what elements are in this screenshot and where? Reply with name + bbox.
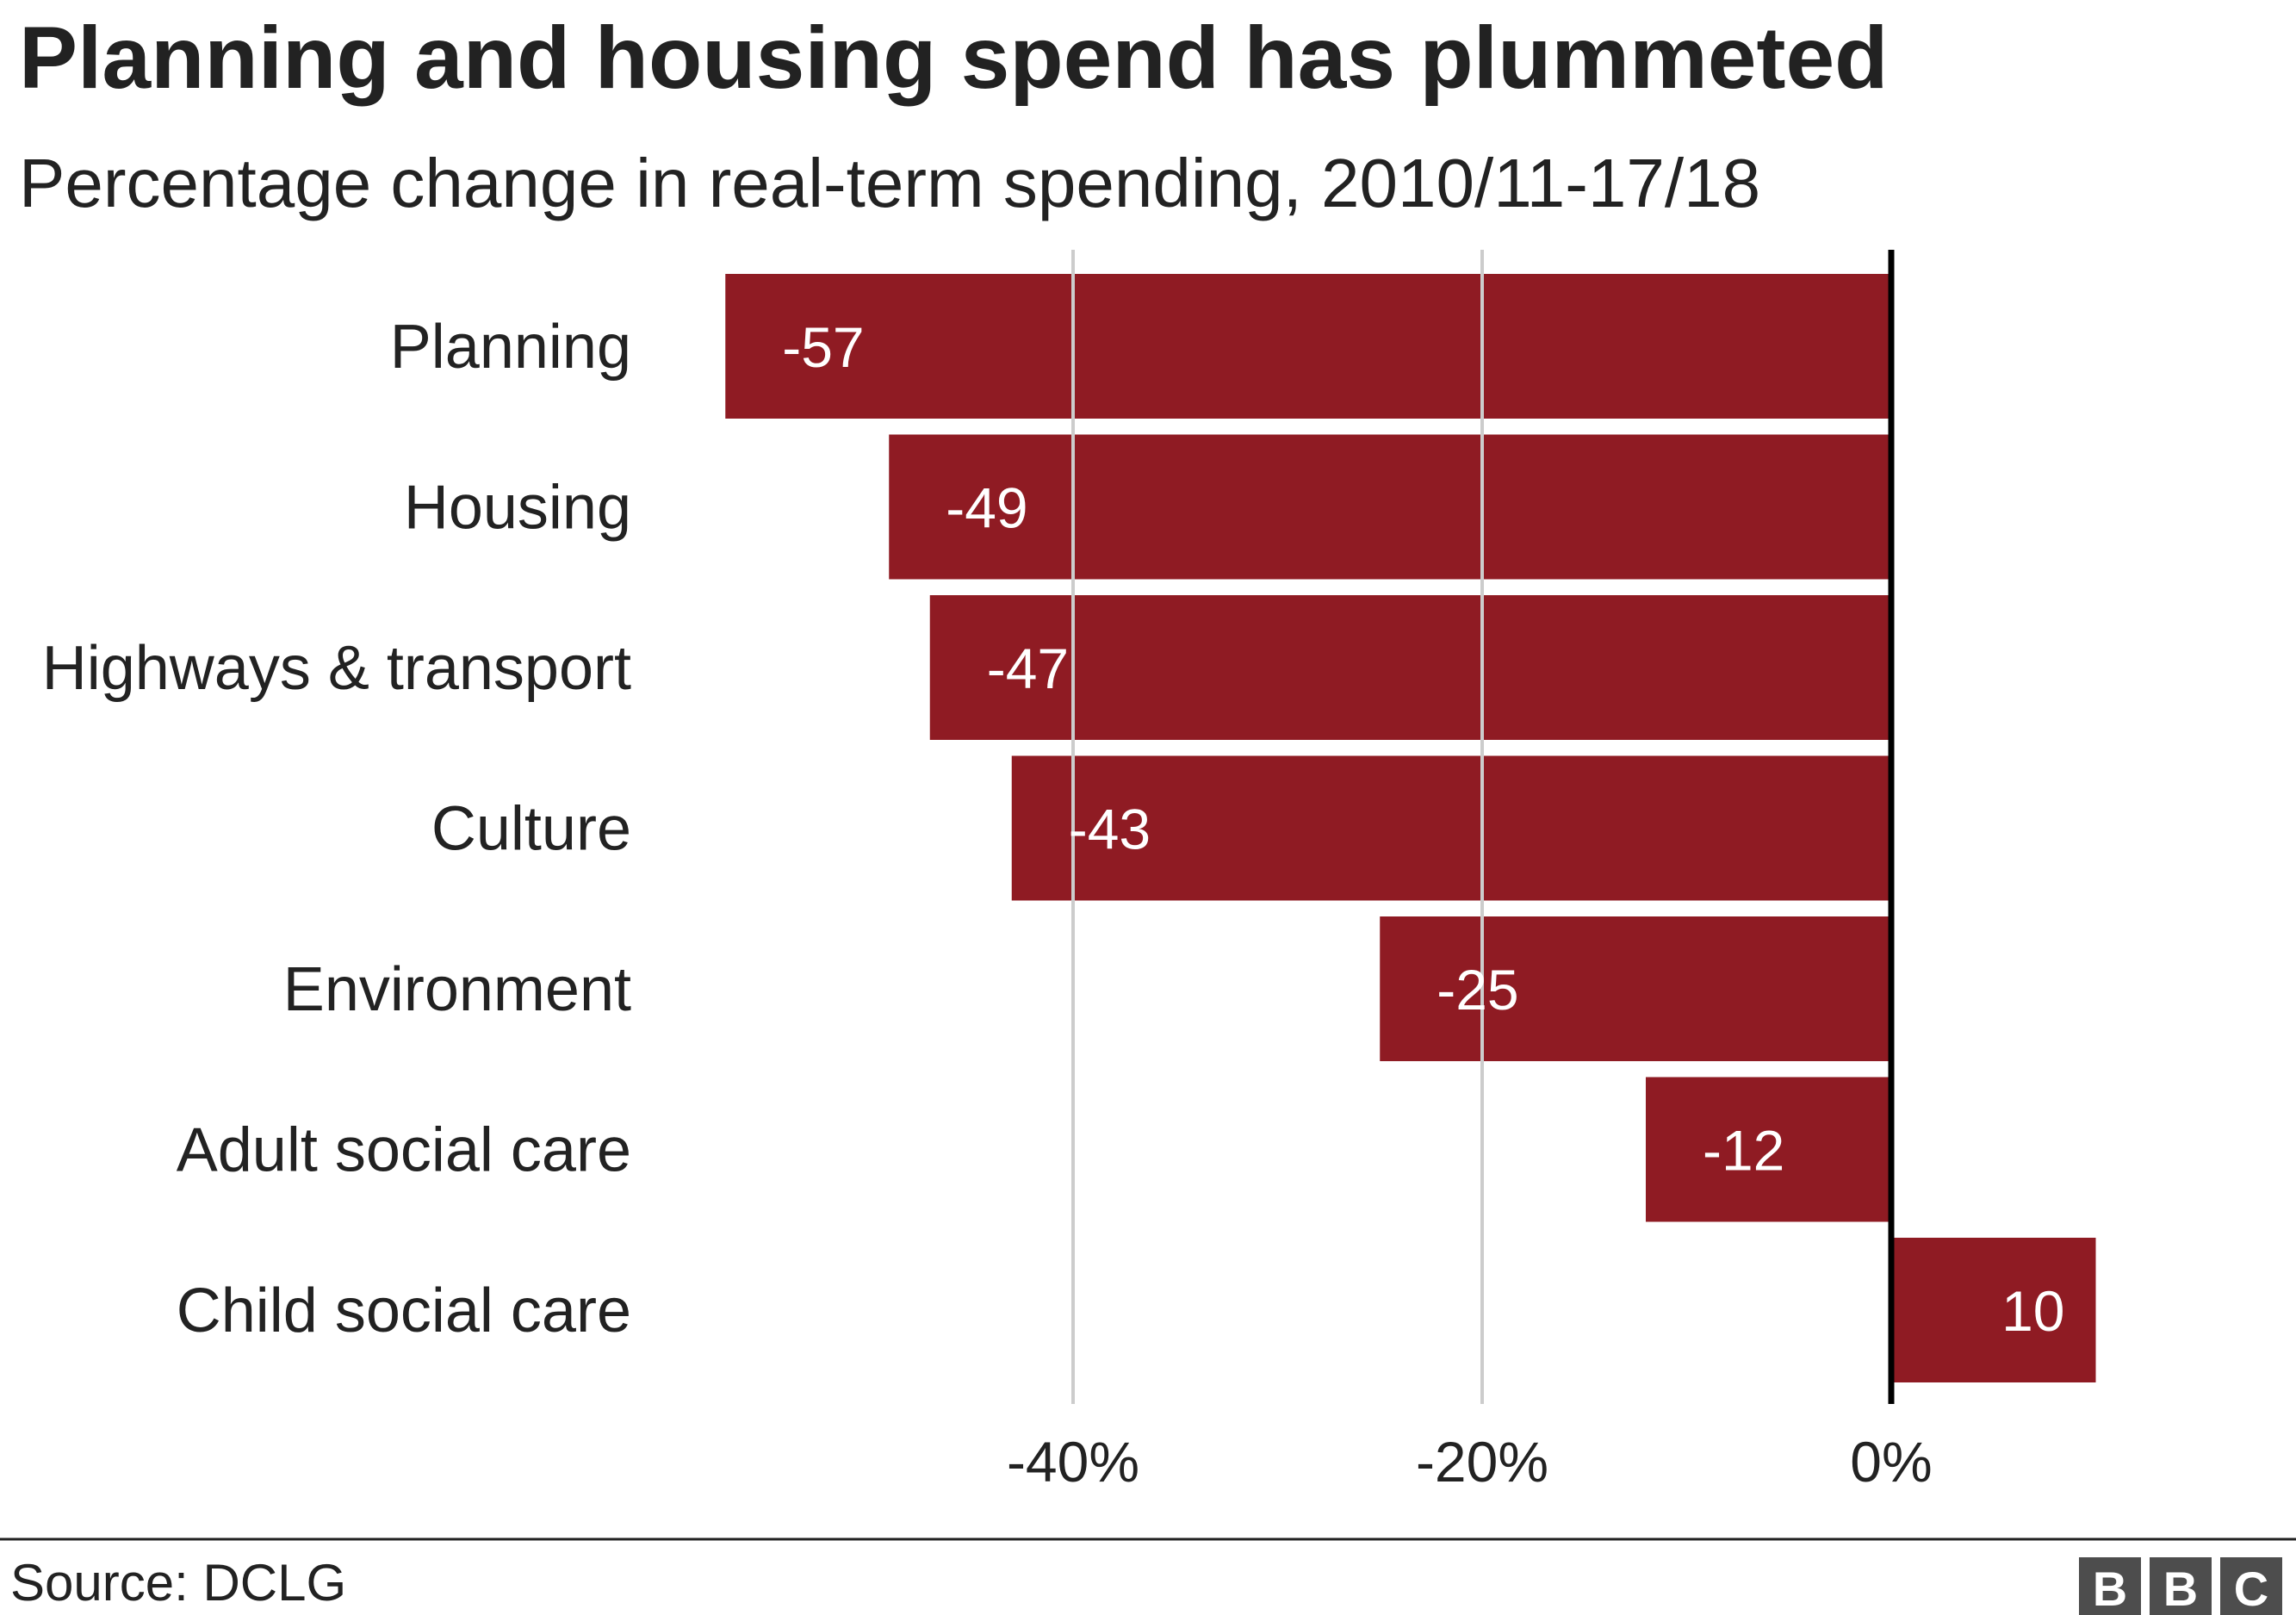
x-tick-label: -20% [1416, 1430, 1548, 1494]
x-tick-label: -40% [1007, 1430, 1139, 1494]
chart-title: Planning and housing spend has plummeted [19, 9, 1889, 107]
ticks-layer: -40% -20% 0% [1007, 1430, 1933, 1494]
bbc-logo-letter: B [2093, 1562, 2127, 1615]
grid-layer [1071, 250, 1895, 1404]
value-label: -49 [946, 476, 1027, 540]
bbc-logo-letter: B [2163, 1562, 2198, 1615]
bar-housing [889, 434, 1891, 580]
bbc-logo-block [2150, 1557, 2212, 1615]
value-label: 10 [2001, 1279, 2064, 1343]
category-label: Highways & transport [42, 634, 631, 703]
bar-highways-transport [929, 595, 1891, 740]
category-label: Adult social care [177, 1116, 631, 1185]
category-label: Housing [404, 474, 631, 543]
bbc-logo-block [2079, 1557, 2141, 1615]
bar-culture [1011, 755, 1891, 901]
value-label: -57 [782, 315, 864, 379]
bars-layer [725, 274, 2096, 1382]
value-label: -25 [1437, 958, 1518, 1022]
category-label: Planning [390, 313, 631, 382]
bar-adult-social-care [1646, 1077, 1891, 1222]
bbc-logo-letter: C [2234, 1562, 2268, 1615]
value-label: -12 [1703, 1119, 1784, 1183]
chart-subtitle: Percentage change in real-term spending,… [19, 145, 1760, 221]
bbc-logo-block [2220, 1557, 2282, 1615]
source-note: Source: DCLG [10, 1554, 346, 1612]
category-label: Child social care [177, 1276, 631, 1345]
value-label: -43 [1069, 798, 1151, 861]
x-tick-label: 0% [1850, 1430, 1932, 1494]
value-label: -47 [987, 637, 1069, 700]
bar-child-social-care [1891, 1238, 2096, 1382]
labels-layer: Planning -57 Housing -49 Highways & transpor… [42, 313, 2065, 1345]
bar-planning [725, 274, 1891, 419]
category-label: Environment [283, 955, 631, 1024]
category-label: Culture [431, 795, 631, 864]
bar-environment [1380, 916, 1891, 1061]
